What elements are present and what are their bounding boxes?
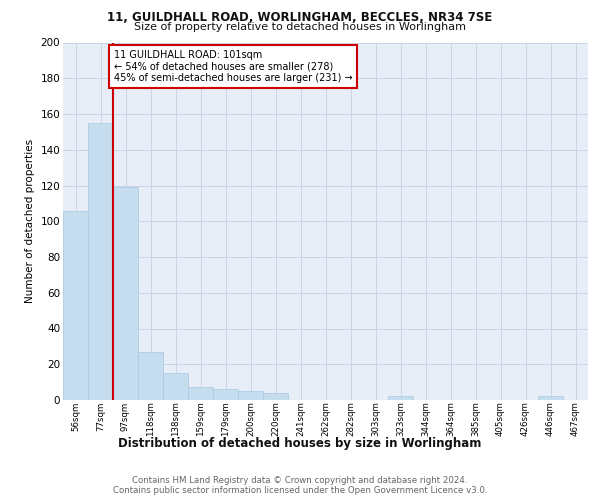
Bar <box>388 396 413 400</box>
Bar <box>238 391 263 400</box>
Bar <box>138 352 163 400</box>
Bar <box>113 188 138 400</box>
Text: Size of property relative to detached houses in Worlingham: Size of property relative to detached ho… <box>134 22 466 32</box>
Bar <box>88 123 113 400</box>
Bar <box>538 396 563 400</box>
Bar <box>63 210 88 400</box>
Bar <box>213 390 238 400</box>
Text: Contains HM Land Registry data © Crown copyright and database right 2024.: Contains HM Land Registry data © Crown c… <box>132 476 468 485</box>
Y-axis label: Number of detached properties: Number of detached properties <box>25 139 35 304</box>
Text: 11 GUILDHALL ROAD: 101sqm
← 54% of detached houses are smaller (278)
45% of semi: 11 GUILDHALL ROAD: 101sqm ← 54% of detac… <box>113 50 352 83</box>
Text: Contains public sector information licensed under the Open Government Licence v3: Contains public sector information licen… <box>113 486 487 495</box>
Bar <box>188 388 213 400</box>
Text: 11, GUILDHALL ROAD, WORLINGHAM, BECCLES, NR34 7SE: 11, GUILDHALL ROAD, WORLINGHAM, BECCLES,… <box>107 11 493 24</box>
Bar <box>163 373 188 400</box>
Text: Distribution of detached houses by size in Worlingham: Distribution of detached houses by size … <box>118 438 482 450</box>
Bar <box>263 393 288 400</box>
